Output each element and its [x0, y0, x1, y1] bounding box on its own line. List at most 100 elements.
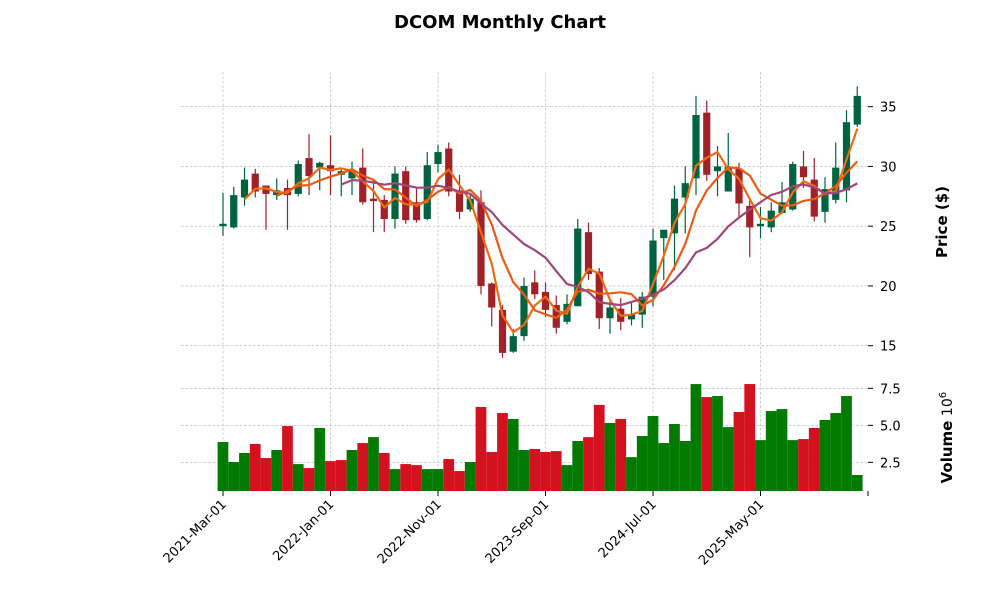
candle-body	[595, 271, 603, 319]
volume-bar	[765, 410, 777, 491]
candle-body	[391, 173, 399, 220]
candle-body	[746, 205, 754, 228]
volume-bar	[282, 426, 293, 491]
volume-bar	[604, 422, 616, 491]
candle-body	[498, 309, 507, 353]
candles	[219, 86, 861, 358]
x-tick-label: 2025-May-01	[696, 497, 767, 568]
candle-body	[294, 164, 302, 194]
volume-tick-label: 5.0	[880, 419, 901, 434]
volume-bar	[260, 458, 272, 491]
volume-bar	[776, 409, 788, 491]
candle-body	[660, 229, 668, 239]
volume-bar	[690, 384, 702, 491]
y-tick-label: 15	[880, 340, 897, 355]
candle-body	[649, 240, 657, 297]
volume-bar	[421, 469, 433, 491]
candle-body	[262, 185, 270, 194]
candle-body	[412, 202, 421, 221]
volume-tick-label: 2.5	[880, 456, 901, 471]
chart-title: DCOM Monthly Chart	[394, 12, 606, 33]
candle-body	[509, 336, 517, 352]
candle-body	[767, 210, 775, 228]
volume-bar	[647, 416, 659, 491]
candle-body	[821, 189, 829, 212]
volume-bar	[518, 450, 530, 491]
candle-body	[230, 195, 238, 228]
volume-bar	[583, 437, 594, 491]
x-tick-label: 2024-Jul-01	[596, 497, 660, 561]
volume-bar	[679, 441, 691, 491]
volume-bar	[271, 450, 283, 491]
volume-bar	[411, 465, 422, 491]
candle-body	[359, 167, 367, 203]
volume-bar	[389, 469, 401, 491]
candle-body	[423, 165, 431, 220]
volume-bar	[669, 423, 680, 491]
candle-body	[853, 95, 861, 125]
volume-bar	[454, 471, 465, 491]
volume-bar	[722, 427, 734, 491]
volume-bar	[378, 452, 390, 491]
x-tick-label: 2021-Mar-01	[161, 497, 230, 566]
y-axis-label: Price ($)	[933, 186, 951, 258]
mav-12-line	[340, 179, 858, 307]
candle-body	[369, 198, 378, 202]
volume-bar	[497, 413, 508, 491]
volume-bars	[217, 384, 863, 491]
x-tick-label: 2022-Jan-01	[270, 497, 337, 564]
candle-body	[305, 158, 313, 176]
candle-body	[531, 282, 539, 295]
volume-bar	[626, 457, 637, 491]
volume-bar	[787, 440, 799, 491]
volume-bar	[636, 435, 648, 491]
volume-bar	[464, 462, 476, 491]
mav-3-line	[243, 128, 859, 334]
candle-body	[326, 165, 335, 172]
candle-body	[380, 199, 388, 220]
volume-bar	[658, 443, 670, 491]
candle-body	[670, 198, 679, 234]
candle-body	[799, 166, 808, 178]
candle-body	[756, 223, 765, 227]
y-tick-label: 25	[880, 220, 897, 235]
candle-body	[832, 167, 840, 200]
volume-bar	[507, 418, 519, 491]
volume-bar	[400, 464, 412, 491]
volume-bar	[798, 439, 809, 491]
volume-bar	[228, 462, 240, 491]
svg-text:106: 106	[938, 392, 956, 416]
candle-body	[627, 314, 636, 320]
volume-multiplier-base: 10	[940, 398, 956, 416]
candle-body	[703, 112, 711, 175]
volume-bar	[217, 442, 229, 491]
volume-bar	[249, 443, 261, 491]
volume-bar	[486, 451, 498, 491]
volume-bar	[314, 427, 326, 491]
candle-body	[574, 228, 582, 307]
y-tick-label: 30	[880, 160, 897, 175]
x-tick-label: 2022-Nov-01	[375, 497, 445, 567]
y-tick-label: 20	[880, 280, 897, 295]
volume-bar	[744, 384, 756, 491]
candle-body	[434, 152, 442, 165]
volume-bar	[561, 465, 573, 491]
volume-bar	[808, 427, 820, 491]
volume-bar	[615, 418, 627, 491]
volume-bar	[712, 396, 723, 491]
grid-lines	[181, 72, 868, 491]
candle-body	[692, 115, 700, 179]
candle-body	[240, 179, 249, 198]
candle-body	[477, 202, 485, 286]
volume-bar	[701, 397, 713, 491]
volume-bar	[432, 469, 444, 491]
candle-body	[466, 198, 474, 210]
volume-bar	[357, 443, 369, 491]
volume-axis-label: Volume	[938, 421, 956, 484]
volume-bar	[325, 461, 336, 491]
volume-bar	[851, 475, 863, 491]
x-tick-label: 2023-Sep-01	[483, 497, 553, 567]
volume-multiplier-exp: 6	[938, 392, 949, 398]
candle-body	[348, 170, 356, 179]
volume-multiplier: 106	[938, 392, 956, 416]
